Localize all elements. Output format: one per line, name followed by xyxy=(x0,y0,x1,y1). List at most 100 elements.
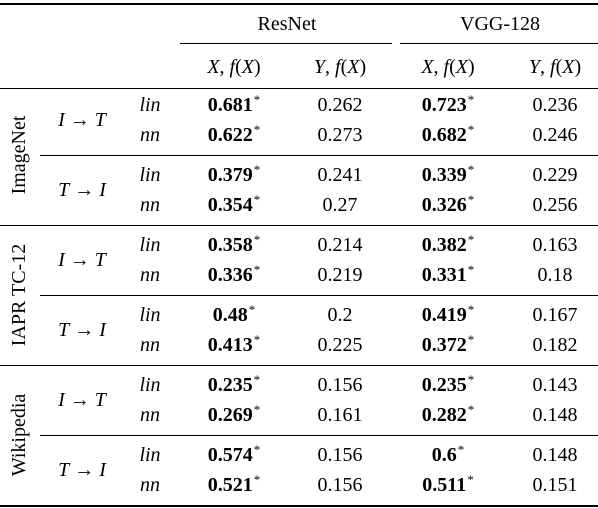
value-cell: 0.269* xyxy=(207,402,261,426)
column-header: Y, f(X) xyxy=(528,56,582,78)
value-cell: 0.229 xyxy=(533,165,578,185)
best-value: 0.419 xyxy=(421,304,467,326)
cmidrule xyxy=(400,43,598,44)
value-cell: 0.214 xyxy=(318,235,363,255)
significance-mark: * xyxy=(457,442,465,457)
best-value: 0.282 xyxy=(421,404,467,426)
value: 0.167 xyxy=(532,304,578,326)
value-cell: 0.241 xyxy=(318,165,363,185)
significance-mark: * xyxy=(467,92,475,107)
value: 0.214 xyxy=(317,234,363,256)
best-value: 0.379 xyxy=(207,164,253,186)
value-cell: 0.339* xyxy=(421,162,475,186)
significance-mark: * xyxy=(253,92,261,107)
best-value: 0.382 xyxy=(421,234,467,256)
direction-rule xyxy=(40,295,598,296)
value-cell: 0.681* xyxy=(207,92,261,116)
significance-mark: * xyxy=(467,402,475,417)
value-cell: 0.156 xyxy=(318,375,363,395)
significance-mark: * xyxy=(253,332,261,347)
best-value: 0.48 xyxy=(212,304,248,326)
dataset-rule xyxy=(0,365,598,366)
value: 0.156 xyxy=(317,444,363,466)
value: 0.246 xyxy=(532,124,578,146)
value-cell: 0.163 xyxy=(533,235,578,255)
value-cell: 0.235* xyxy=(208,372,261,395)
value: 0.18 xyxy=(537,264,573,286)
best-value: 0.331 xyxy=(421,264,467,286)
best-value: 0.681 xyxy=(207,94,253,116)
value: 0.273 xyxy=(317,124,363,146)
value: 0.262 xyxy=(317,94,363,116)
value-cell: 0.326* xyxy=(422,193,475,215)
significance-mark: * xyxy=(467,372,475,387)
value-cell: 0.723* xyxy=(421,92,475,116)
value: 0.148 xyxy=(532,444,578,466)
value-cell: 0.358* xyxy=(208,232,261,255)
method-label: lin xyxy=(139,94,161,116)
significance-mark: * xyxy=(253,262,261,277)
direction-label: T → I xyxy=(58,179,106,201)
value: 0.148 xyxy=(532,404,578,426)
method-label: nn xyxy=(140,264,160,286)
significance-mark: * xyxy=(467,162,475,177)
value-cell: 0.511* xyxy=(422,472,474,496)
value-cell: 0.148 xyxy=(533,405,578,425)
value-cell: 0.372* xyxy=(422,332,475,355)
best-value: 0.521 xyxy=(207,474,253,496)
value-cell: 0.167 xyxy=(533,305,578,325)
value: 0.27 xyxy=(322,194,358,216)
direction-label: I → T xyxy=(58,389,106,411)
direction-label: I → T xyxy=(58,109,106,131)
significance-mark: * xyxy=(253,402,261,417)
significance-mark: * xyxy=(248,302,256,317)
method-label: nn xyxy=(140,334,160,356)
value-cell: 0.682* xyxy=(422,123,475,145)
group-header: ResNet xyxy=(257,13,317,35)
value-cell: 0.48* xyxy=(212,302,256,326)
best-value: 0.269 xyxy=(207,404,253,426)
significance-mark: * xyxy=(253,232,261,247)
value: 0.256 xyxy=(532,194,578,216)
value: 0.225 xyxy=(317,334,363,356)
value-cell: 0.419* xyxy=(421,303,475,326)
value-cell: 0.273 xyxy=(318,125,363,145)
value-cell: 0.331* xyxy=(421,263,475,286)
value-cell: 0.156 xyxy=(318,445,363,465)
method-label: lin xyxy=(139,164,161,186)
best-value: 0.6 xyxy=(431,444,457,466)
best-value: 0.511 xyxy=(422,474,467,496)
significance-mark: * xyxy=(467,232,475,247)
best-value: 0.723 xyxy=(421,94,467,116)
significance-mark: * xyxy=(467,332,475,347)
significance-mark: * xyxy=(253,442,261,457)
method-label: nn xyxy=(140,194,160,216)
value: 0.151 xyxy=(532,474,578,496)
significance-mark: * xyxy=(253,162,261,177)
best-value: 0.339 xyxy=(421,164,467,186)
value-cell: 0.256 xyxy=(533,195,578,215)
value-cell: 0.521* xyxy=(207,473,261,496)
value-cell: 0.282* xyxy=(421,402,475,426)
direction-label: T → I xyxy=(58,319,106,341)
value-cell: 0.246 xyxy=(533,125,578,145)
value-cell: 0.262 xyxy=(318,95,363,115)
significance-mark: * xyxy=(253,122,261,137)
significance-mark: * xyxy=(467,472,474,487)
method-label: lin xyxy=(139,444,161,466)
value-cell: 0.382* xyxy=(421,232,475,256)
best-value: 0.235 xyxy=(421,374,467,396)
value: 0.241 xyxy=(317,164,363,186)
direction-rule xyxy=(40,155,598,156)
cmidrule xyxy=(180,43,392,44)
value-cell: 0.574* xyxy=(208,442,261,465)
significance-mark: * xyxy=(253,372,261,387)
value-cell: 0.6* xyxy=(431,442,465,466)
value: 0.236 xyxy=(532,94,578,116)
value: 0.156 xyxy=(317,474,363,496)
header-rule xyxy=(0,88,598,89)
best-value: 0.413 xyxy=(207,334,253,356)
best-value: 0.622 xyxy=(207,124,253,146)
direction-rule xyxy=(40,435,598,436)
